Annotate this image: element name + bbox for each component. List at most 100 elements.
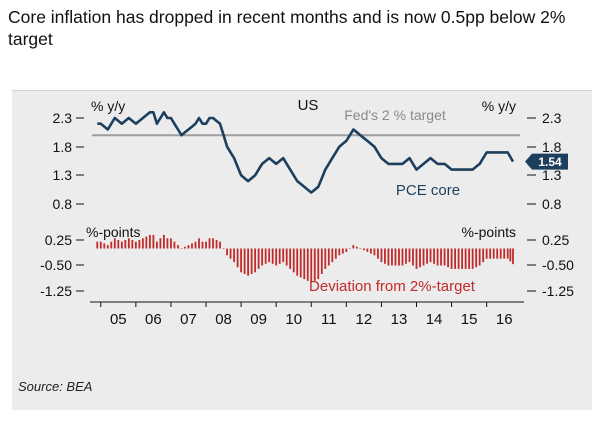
deviation-bar <box>289 248 292 269</box>
deviation-bar <box>496 248 499 259</box>
x-tick-label: 11 <box>321 311 337 328</box>
deviation-bar <box>482 248 485 263</box>
lower-left-axis-unit: %-points <box>86 224 140 240</box>
deviation-bar <box>443 248 446 266</box>
deviation-bar <box>156 241 158 249</box>
deviation-bar <box>352 245 355 249</box>
deviation-bar <box>191 243 193 249</box>
deviation-bar <box>278 248 281 264</box>
deviation-bar <box>198 238 200 249</box>
deviation-bar <box>334 248 337 259</box>
deviation-bar <box>408 248 411 263</box>
deviation-bar <box>261 248 264 266</box>
deviation-bar <box>485 248 488 259</box>
upper-left-tick-label: 2.3 <box>53 110 73 126</box>
deviation-bar <box>398 248 400 266</box>
x-tick-label: 12 <box>356 311 373 328</box>
deviation-bar <box>324 248 327 269</box>
source-note: Source: BEA <box>18 379 93 394</box>
deviation-bar <box>148 234 151 249</box>
deviation-bar <box>401 248 404 266</box>
deviation-bar <box>303 248 306 280</box>
deviation-bar <box>380 248 383 263</box>
deviation-bar <box>426 248 428 264</box>
chart-panel: % y/y % y/y US Fed's 2 % target PCE core… <box>12 90 592 410</box>
deviation-bar <box>440 248 442 266</box>
upper-left-tick-label: 1.3 <box>53 167 73 183</box>
deviation-series-label: Deviation from 2%-target <box>309 278 476 295</box>
deviation-bar <box>433 248 435 264</box>
deviation-bar <box>436 248 439 266</box>
deviation-bar <box>184 246 186 249</box>
deviation-bar <box>201 241 204 249</box>
lower-right-tick-label: 0.25 <box>542 232 569 248</box>
deviation-bar <box>509 248 512 262</box>
deviation-bar <box>106 245 109 249</box>
x-tick-label: 13 <box>391 311 408 328</box>
chart-region-label: US <box>298 97 319 114</box>
deviation-bar <box>166 238 169 249</box>
deviation-bar <box>299 248 302 278</box>
deviation-bar <box>282 248 285 263</box>
deviation-bar <box>341 248 344 254</box>
deviation-bar <box>499 248 502 259</box>
deviation-bar <box>512 248 514 265</box>
deviation-bar <box>180 248 183 250</box>
deviation-bar <box>243 248 246 274</box>
deviation-bar <box>478 248 481 266</box>
deviation-bar <box>159 238 162 249</box>
deviation-bar <box>429 248 432 263</box>
deviation-bar <box>471 248 474 269</box>
pce-core-line <box>97 111 515 194</box>
deviation-bar <box>348 248 351 250</box>
deviation-bar <box>405 248 407 264</box>
deviation-bar <box>177 245 179 249</box>
deviation-bar <box>370 248 372 254</box>
deviation-bar <box>412 248 414 266</box>
x-tick-label: 05 <box>110 311 127 328</box>
deviation-bar <box>212 238 214 249</box>
target-label: Fed's 2 % target <box>344 107 446 123</box>
deviation-bar <box>233 248 235 263</box>
deviation-bar <box>113 238 116 249</box>
upper-right-tick-label: 2.3 <box>542 110 562 126</box>
x-tick-label: 08 <box>215 311 232 328</box>
deviation-bar <box>373 248 376 256</box>
deviation-bar <box>506 248 509 259</box>
deviation-bar <box>226 248 228 256</box>
deviation-bar <box>475 248 478 268</box>
lower-right-tick-label: -0.50 <box>542 257 574 273</box>
deviation-bar <box>450 248 453 269</box>
deviation-bar <box>152 234 155 249</box>
deviation-bar <box>145 236 148 249</box>
deviation-bar <box>163 234 165 249</box>
deviation-bar <box>173 241 176 249</box>
deviation-bar <box>419 248 421 268</box>
deviation-bar <box>208 238 211 249</box>
deviation-bar <box>268 248 271 263</box>
deviation-bar <box>138 240 141 249</box>
x-tick-label: 06 <box>145 311 162 328</box>
deviation-bar <box>355 246 358 249</box>
deviation-bar <box>170 238 172 249</box>
deviation-bar <box>124 240 127 249</box>
upper-left-tick-label: 0.8 <box>53 196 73 212</box>
upper-right-tick-label: 0.8 <box>542 196 562 212</box>
deviation-bar <box>110 241 113 249</box>
deviation-bar <box>254 248 257 273</box>
deviation-bar <box>422 248 425 266</box>
x-tick-label: 10 <box>285 311 302 328</box>
x-tick-label: 15 <box>461 311 478 328</box>
lower-right-tick-label: -1.25 <box>542 283 574 299</box>
deviation-bar <box>271 248 274 264</box>
deviation-bar <box>306 248 309 281</box>
deviation-bar <box>215 240 218 249</box>
deviation-bar <box>229 248 232 259</box>
deviation-bar <box>134 241 137 249</box>
deviation-bar <box>468 248 471 269</box>
deviation-bar <box>292 248 295 273</box>
deviation-bar <box>492 248 495 259</box>
deviation-bar <box>141 238 144 249</box>
deviation-bar <box>391 248 393 266</box>
deviation-bar <box>338 248 341 256</box>
